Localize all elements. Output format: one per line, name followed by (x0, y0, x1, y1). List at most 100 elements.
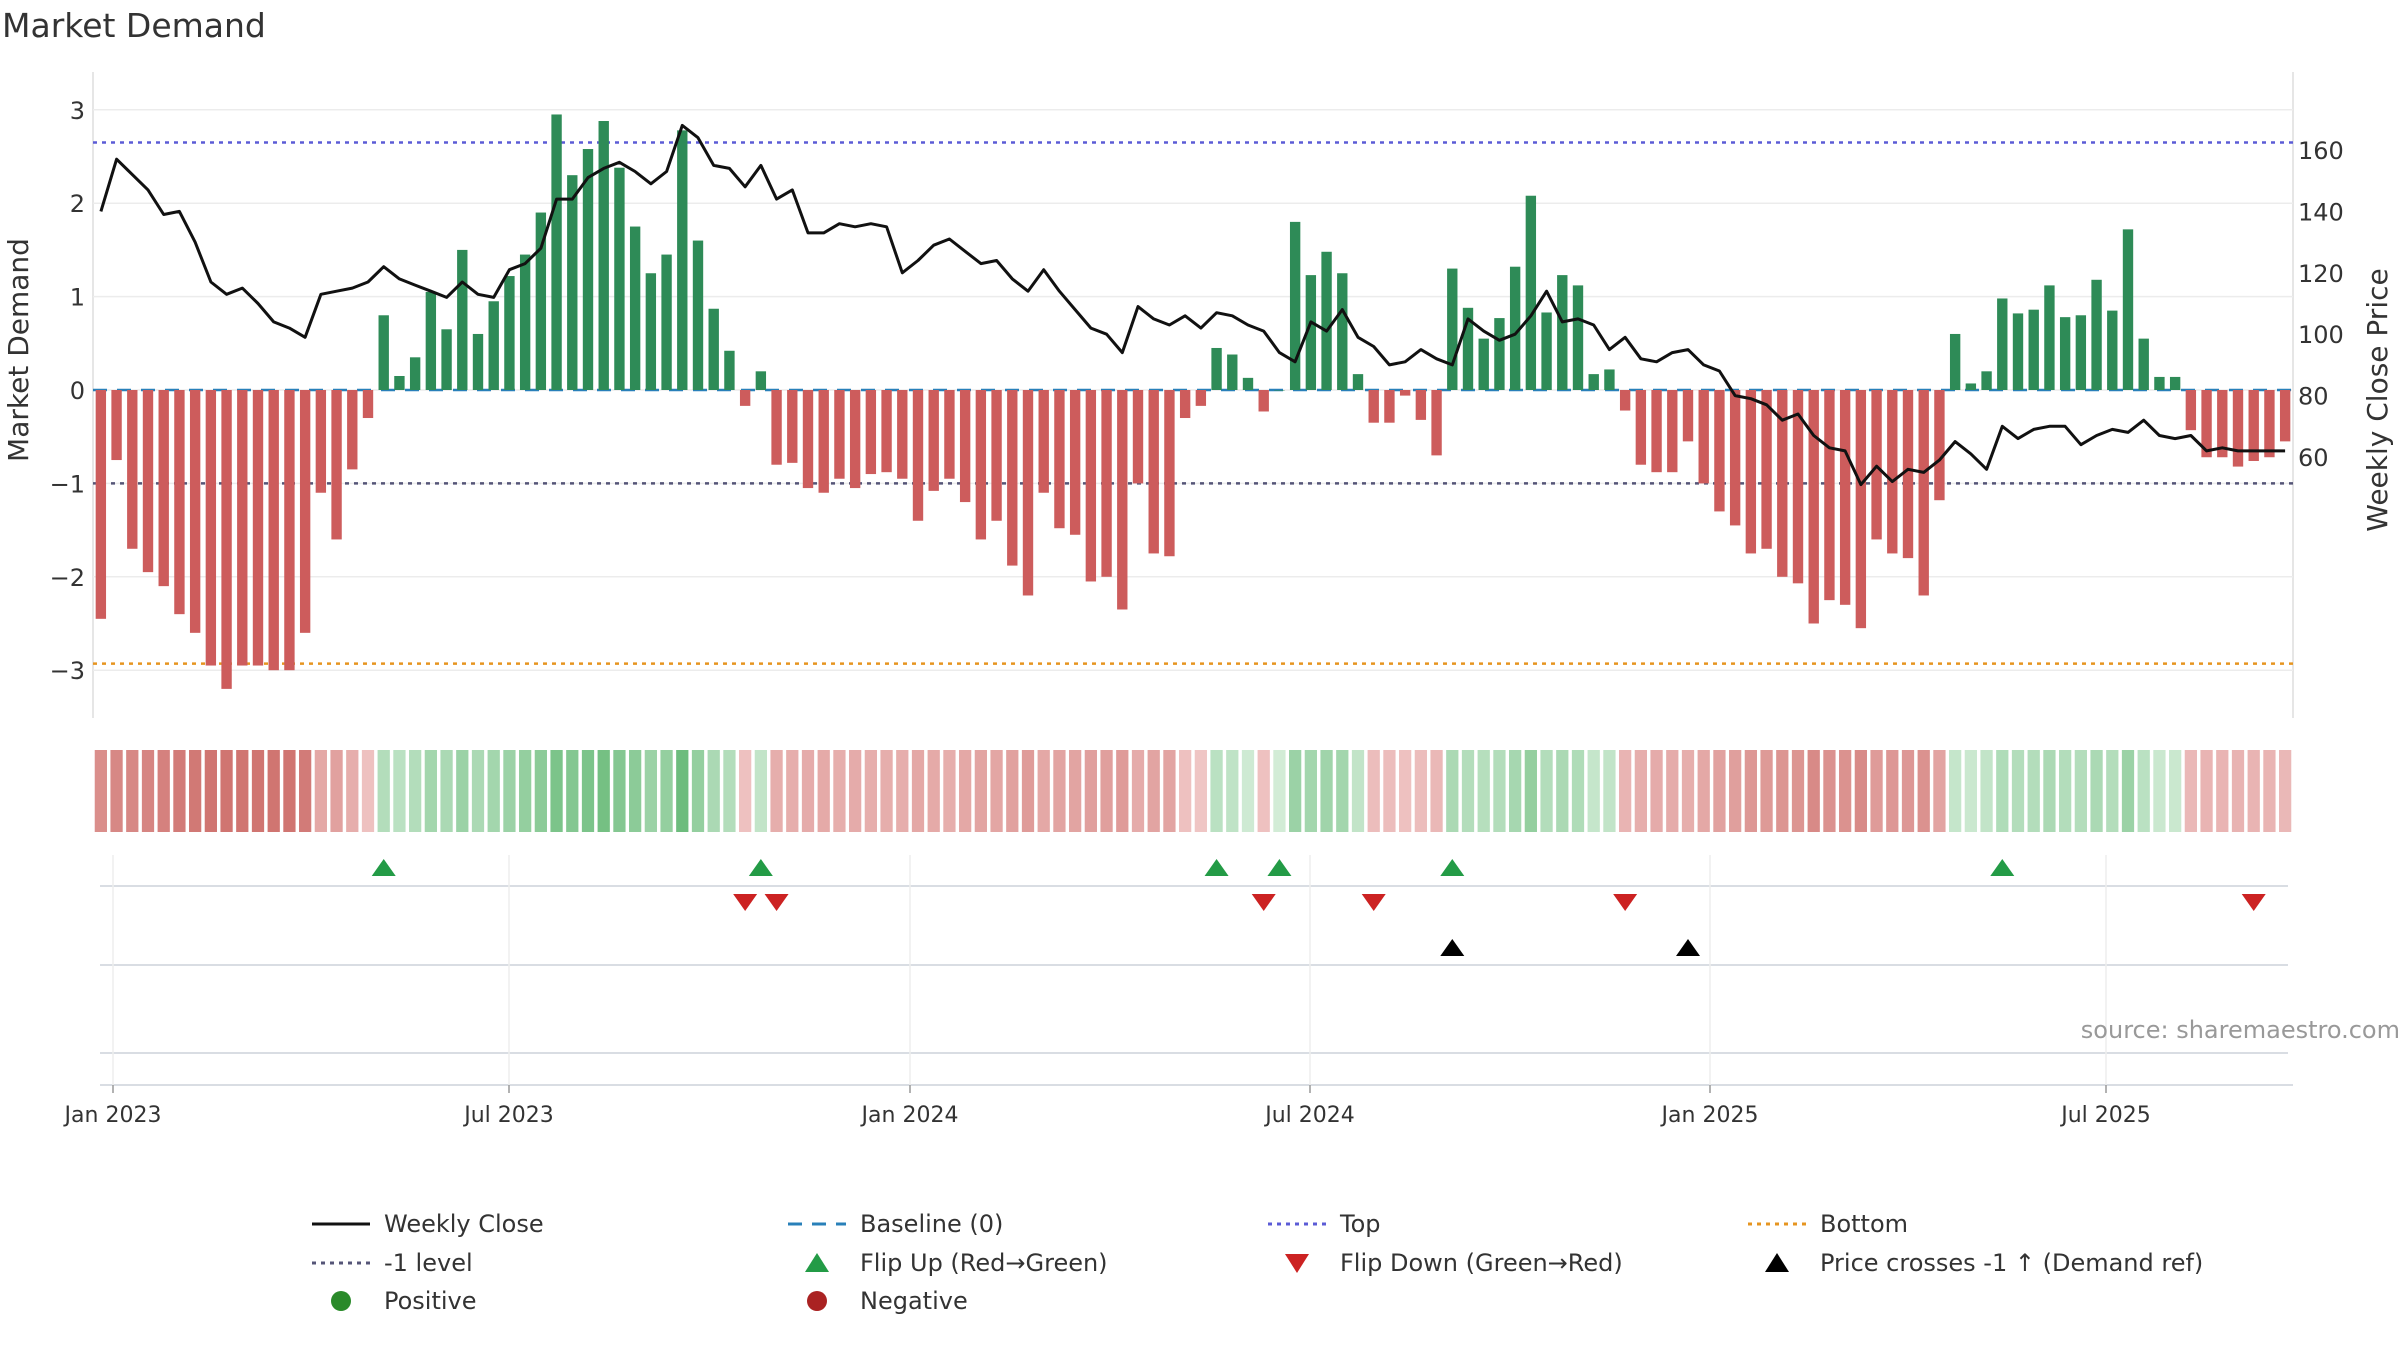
demand-bar (1478, 338, 1489, 390)
left-y-axis: −3 −2 −1 0 1 2 3 (50, 97, 85, 685)
demand-bar (1541, 312, 1552, 390)
legend-label: Flip Down (Green→Red) (1340, 1248, 1623, 1277)
heat-cell (1131, 750, 1145, 832)
heat-cell (864, 750, 877, 832)
legend-label: -1 level (384, 1248, 473, 1277)
demand-bar (645, 273, 657, 390)
flip-down-marker (1251, 894, 1276, 911)
demand-bar (2279, 390, 2291, 442)
demand-bar (2122, 229, 2134, 390)
demand-bar (928, 390, 939, 491)
heat-cell (487, 750, 500, 832)
heat-cell (299, 750, 312, 832)
demand-bar (1368, 390, 1379, 423)
heat-cell (204, 750, 217, 832)
heat-cell (2247, 750, 2260, 832)
demand-bar (1022, 390, 1034, 596)
x-axis: Jan 2023 Jul 2023 Jan 2024 Jul 2024 Jan 2025… (63, 1085, 2151, 1128)
x-tick-label: Jul 2024 (1263, 1103, 1355, 1128)
demand-bar (629, 226, 641, 390)
heat-cell (786, 750, 799, 832)
heat-cell (1367, 750, 1380, 832)
flip-down-marker (2241, 894, 2266, 911)
right-tick-label: 100 (2298, 321, 2344, 349)
demand-bar (724, 350, 735, 390)
flip-up-marker (1267, 859, 1292, 876)
heat-cell (2106, 750, 2119, 832)
demand-bar (614, 167, 625, 390)
demand-bar (189, 390, 201, 633)
left-tick-label: −3 (50, 657, 85, 685)
heat-cell (1084, 750, 1097, 832)
heat-cell (2011, 750, 2025, 832)
x-tick-label: Jan 2023 (63, 1103, 162, 1128)
heat-cell (141, 750, 155, 832)
demand-bar (1855, 390, 1867, 629)
legend-item: Positive (310, 1282, 544, 1321)
heat-cell (1666, 750, 1679, 832)
demand-bar (1258, 390, 1269, 412)
demand-bar (315, 390, 327, 493)
heat-cell (581, 750, 595, 832)
demand-bar (1777, 390, 1788, 577)
heat-cell (534, 750, 547, 832)
demand-bar (1227, 354, 1238, 390)
heat-cell (959, 750, 972, 832)
heat-cell (2169, 750, 2182, 832)
demand-bar (519, 254, 531, 390)
heat-cell (1053, 750, 1066, 832)
event-markers (100, 855, 2293, 1086)
demand-bar (1274, 390, 1285, 391)
heat-cell (1210, 750, 1223, 832)
flip-down-marker (1361, 894, 1386, 911)
heat-cell (974, 750, 987, 832)
demand-bar (1572, 285, 1584, 390)
left-axis-label: Market Demand (2, 238, 35, 462)
heat-cell (1917, 750, 1930, 832)
heat-cell (1006, 750, 1019, 832)
left-tick-label: 3 (70, 97, 85, 125)
demand-bar (299, 390, 311, 633)
heat-cell (849, 750, 862, 832)
level-lines (93, 141, 2293, 665)
flip-down-marker (733, 894, 758, 911)
demand-bar (252, 390, 264, 666)
demand-bar (692, 240, 704, 390)
legend-col-1: Weekly Close -1 level Positive (310, 1205, 544, 1321)
demand-bar (142, 390, 154, 573)
left-tick-label: 2 (70, 190, 85, 218)
heat-cell (566, 750, 579, 832)
demand-bar (1352, 374, 1364, 390)
demand-bar (205, 390, 217, 666)
heat-cell (157, 750, 170, 832)
demand-bar (237, 390, 248, 666)
demand-bar (802, 390, 814, 489)
heat-cell (1964, 750, 1977, 832)
heat-cell (691, 750, 705, 832)
heat-cell (644, 750, 657, 832)
demand-bar (1211, 347, 1222, 390)
demand-bar (268, 390, 279, 671)
heat-cell (1241, 750, 1255, 832)
demand-bar (1462, 307, 1474, 390)
demand-bar (2012, 313, 2024, 390)
triangle-up-icon (805, 1252, 829, 1272)
heat-cell (251, 750, 265, 832)
legend-item: Baseline (0) (786, 1205, 1108, 1244)
heat-cell (1116, 750, 1129, 832)
x-tick-label: Jan 2024 (860, 1103, 959, 1128)
legend-item: Top (1266, 1205, 1623, 1244)
heat-cell (1650, 750, 1663, 832)
heat-cell (723, 750, 736, 832)
demand-bar (1918, 390, 1929, 596)
flip-down-marker (764, 894, 789, 911)
heat-cell (1430, 750, 1443, 832)
heat-cell (1933, 750, 1946, 832)
demand-bar (2059, 317, 2071, 390)
left-tick-label: −1 (50, 470, 85, 498)
demand-heat-strip (94, 750, 2292, 832)
demand-bar (2028, 309, 2039, 390)
heat-cell (503, 750, 516, 832)
demand-bar (1242, 377, 1254, 390)
legend-col-4: Bottom Price crosses -1 ↑ (Demand ref) (1746, 1205, 2203, 1282)
